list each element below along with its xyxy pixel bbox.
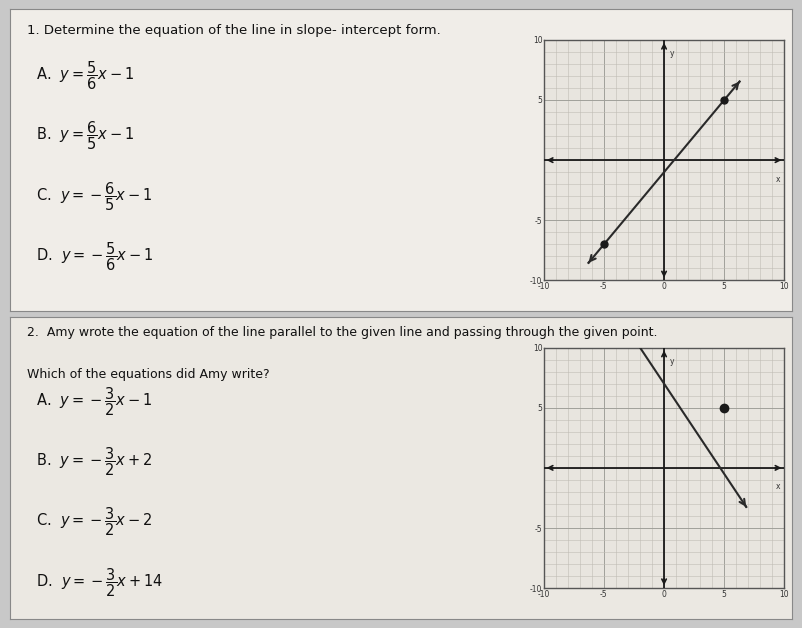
Text: y: y xyxy=(670,50,674,58)
Text: Which of the equations did Amy write?: Which of the equations did Amy write? xyxy=(27,369,270,381)
Text: D.  $y = -\dfrac{5}{6}x - 1$: D. $y = -\dfrac{5}{6}x - 1$ xyxy=(36,241,153,273)
Text: C.  $y = -\dfrac{3}{2}x - 2$: C. $y = -\dfrac{3}{2}x - 2$ xyxy=(36,506,152,538)
Text: C.  $y = -\dfrac{6}{5}x - 1$: C. $y = -\dfrac{6}{5}x - 1$ xyxy=(36,180,152,213)
Text: y: y xyxy=(670,357,674,366)
Text: x: x xyxy=(776,482,780,491)
Text: x: x xyxy=(776,175,780,183)
Text: D.  $y = -\dfrac{3}{2}x + 14$: D. $y = -\dfrac{3}{2}x + 14$ xyxy=(36,566,164,598)
Text: 1. Determine the equation of the line in slope- intercept form.: 1. Determine the equation of the line in… xyxy=(27,24,441,38)
Text: B.  $y = -\dfrac{3}{2}x + 2$: B. $y = -\dfrac{3}{2}x + 2$ xyxy=(36,445,152,478)
Text: B.  $y = \dfrac{6}{5}x - 1$: B. $y = \dfrac{6}{5}x - 1$ xyxy=(36,120,134,153)
Text: A.  $y = -\dfrac{3}{2}x - 1$: A. $y = -\dfrac{3}{2}x - 1$ xyxy=(36,385,152,418)
Text: 2.  Amy wrote the equation of the line parallel to the given line and passing th: 2. Amy wrote the equation of the line pa… xyxy=(27,326,658,339)
Text: A.  $y = \dfrac{5}{6}x - 1$: A. $y = \dfrac{5}{6}x - 1$ xyxy=(36,60,134,92)
